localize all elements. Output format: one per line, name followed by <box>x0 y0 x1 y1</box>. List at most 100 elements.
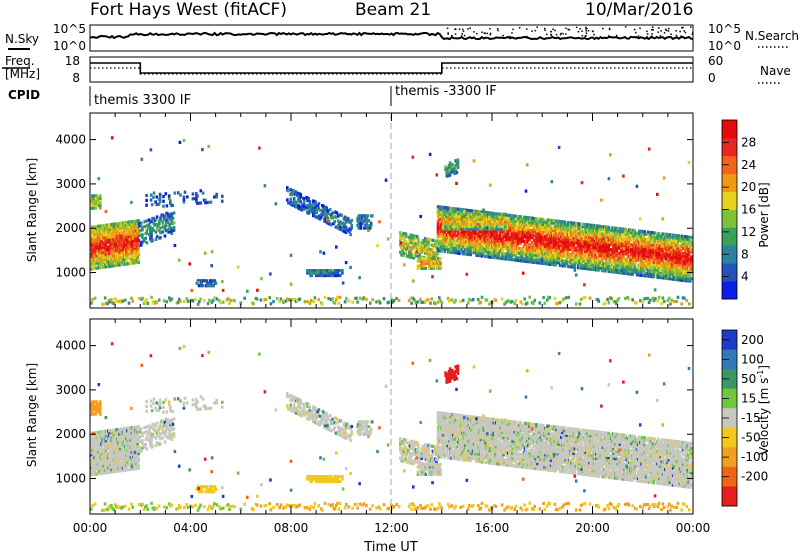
power-cell <box>313 202 316 206</box>
power-cell <box>401 234 404 238</box>
power-cell <box>109 247 112 251</box>
power-cell <box>95 194 99 198</box>
power-cell <box>113 234 117 238</box>
power-cell <box>179 193 182 197</box>
power-cell <box>417 237 420 241</box>
power-cell <box>302 197 306 201</box>
power-cell <box>94 256 98 260</box>
nsearch-tick-bottom: 10^0 <box>708 39 741 53</box>
nsearch-dot <box>476 32 478 35</box>
power-cell <box>312 269 316 273</box>
power-cell <box>103 245 107 249</box>
nsearch-dot <box>451 34 453 37</box>
power-cell <box>149 225 152 229</box>
power-cell <box>427 252 430 256</box>
nsearch-dot <box>625 26 627 28</box>
power-cell <box>150 203 154 207</box>
power-cell <box>99 204 102 208</box>
power-cell <box>295 205 298 209</box>
power-cell <box>145 203 148 207</box>
power-cell <box>360 214 364 218</box>
power-cell <box>112 227 116 231</box>
power-cell <box>342 224 346 228</box>
power-cell <box>158 221 161 226</box>
power-cell <box>435 254 438 258</box>
power-cell <box>206 281 210 285</box>
power-cell <box>172 226 176 230</box>
power-cell <box>116 222 119 226</box>
power-cell <box>143 239 146 243</box>
power-cell <box>99 201 102 205</box>
power-cell <box>164 229 168 233</box>
power-cell <box>114 258 118 263</box>
power-cell <box>318 217 322 221</box>
power-cell <box>307 197 311 201</box>
power-cell <box>411 236 415 240</box>
power-cell <box>367 219 371 223</box>
power-cell <box>96 241 100 246</box>
nave-tick-bottom: 0 <box>708 71 716 85</box>
power-cell <box>137 238 141 242</box>
nsearch-dot <box>555 33 558 36</box>
power-cell <box>362 219 365 223</box>
power-cell <box>405 247 409 251</box>
power-cell <box>650 231 653 235</box>
power-cell <box>427 245 430 249</box>
power-cell <box>417 240 420 244</box>
power-cell <box>366 226 370 230</box>
power-cell <box>286 198 289 202</box>
power-cell <box>402 253 405 257</box>
nsearch-dot <box>509 35 511 38</box>
power-cell <box>201 284 204 288</box>
power-cell <box>182 200 186 204</box>
power-cell <box>429 259 432 263</box>
power-cell <box>122 231 126 235</box>
power-cell <box>349 220 352 224</box>
power-cell <box>310 203 314 207</box>
nsearch-dot <box>534 29 537 32</box>
power-cell <box>402 236 405 240</box>
power-cell <box>145 219 149 223</box>
power-cell <box>422 266 425 270</box>
nsearch-dot <box>690 26 692 28</box>
nsearch-dot <box>560 32 562 35</box>
power-cell <box>114 229 118 233</box>
nsearch-dot <box>668 27 670 30</box>
power-cell <box>359 226 363 230</box>
power-cell <box>173 191 177 195</box>
power-cell <box>332 221 335 226</box>
power-cell <box>416 266 420 270</box>
power-cell <box>209 279 212 283</box>
power-cell <box>137 228 141 233</box>
power-cell <box>299 200 303 204</box>
nsearch-dot <box>462 30 465 33</box>
cpid-segment-1: themis 3300 IF <box>94 93 191 108</box>
power-cell <box>341 271 344 275</box>
power-cell <box>330 223 333 227</box>
power-cell <box>401 248 404 252</box>
nsearch-dot <box>646 33 649 35</box>
power-cell <box>289 197 292 201</box>
power-cell <box>140 221 143 225</box>
power-cell <box>133 249 136 253</box>
nsearch-dot <box>615 34 618 37</box>
nsearch-dot <box>447 33 449 35</box>
nsearch-dot <box>637 35 640 37</box>
power-cell <box>453 236 457 240</box>
power-cell <box>399 243 402 247</box>
nsearch-dot <box>675 34 678 37</box>
power-cell <box>456 165 460 169</box>
power-cell <box>170 219 174 223</box>
nsearch-dot <box>660 30 662 32</box>
power-cell <box>439 264 442 268</box>
power-cell <box>402 251 405 255</box>
power-cell <box>103 250 107 254</box>
power-cell <box>323 212 326 216</box>
nsearch-dot <box>546 33 548 36</box>
power-cell <box>339 222 342 227</box>
power-cell <box>343 215 347 219</box>
nsearch-dot <box>633 28 636 31</box>
power-cell <box>300 208 304 212</box>
nsearch-dot <box>484 32 486 34</box>
power-cell <box>191 192 195 196</box>
